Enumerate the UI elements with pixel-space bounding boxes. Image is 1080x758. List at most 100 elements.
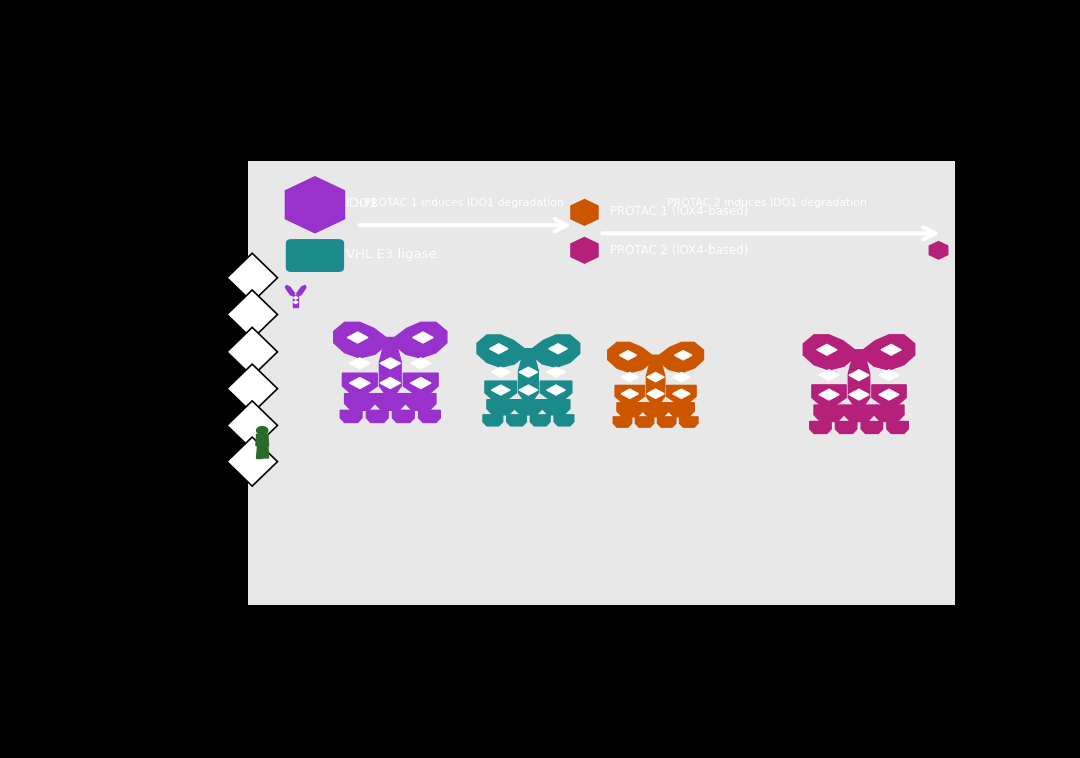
Polygon shape: [419, 410, 441, 422]
Polygon shape: [571, 237, 598, 263]
Polygon shape: [874, 405, 904, 421]
FancyBboxPatch shape: [286, 240, 343, 271]
Polygon shape: [227, 437, 278, 486]
Polygon shape: [519, 385, 538, 395]
Polygon shape: [227, 253, 278, 302]
Polygon shape: [659, 343, 703, 373]
Polygon shape: [669, 402, 694, 417]
Polygon shape: [413, 332, 433, 343]
Polygon shape: [816, 344, 837, 356]
Polygon shape: [613, 417, 632, 428]
Polygon shape: [410, 377, 431, 389]
Polygon shape: [804, 335, 854, 370]
Text: PROTAC 2 induces IDO1 degradation: PROTAC 2 induces IDO1 degradation: [667, 198, 867, 208]
Polygon shape: [375, 393, 405, 410]
Polygon shape: [294, 301, 298, 303]
Polygon shape: [348, 332, 368, 343]
Polygon shape: [487, 399, 514, 415]
Polygon shape: [819, 370, 839, 381]
Polygon shape: [621, 372, 638, 382]
Polygon shape: [879, 389, 899, 400]
Polygon shape: [836, 421, 856, 434]
Polygon shape: [540, 381, 571, 399]
Polygon shape: [380, 377, 401, 389]
Polygon shape: [635, 417, 653, 428]
Polygon shape: [518, 381, 538, 399]
Polygon shape: [571, 199, 598, 225]
Polygon shape: [608, 343, 652, 373]
Polygon shape: [394, 322, 447, 358]
Polygon shape: [881, 344, 901, 356]
Polygon shape: [262, 446, 269, 458]
Polygon shape: [392, 410, 415, 422]
Polygon shape: [297, 286, 306, 296]
Polygon shape: [366, 410, 388, 422]
Polygon shape: [675, 351, 692, 360]
Polygon shape: [350, 377, 370, 389]
Polygon shape: [410, 358, 431, 368]
Polygon shape: [285, 177, 345, 233]
Polygon shape: [848, 349, 869, 385]
Polygon shape: [647, 389, 664, 399]
Polygon shape: [666, 385, 697, 402]
Polygon shape: [647, 372, 664, 382]
Polygon shape: [379, 373, 401, 393]
FancyBboxPatch shape: [248, 161, 956, 605]
Polygon shape: [405, 393, 436, 410]
Polygon shape: [849, 389, 869, 400]
Polygon shape: [863, 335, 915, 370]
Polygon shape: [350, 358, 370, 368]
Polygon shape: [334, 322, 386, 358]
Polygon shape: [861, 421, 882, 434]
Polygon shape: [549, 344, 567, 354]
Polygon shape: [345, 393, 375, 410]
Polygon shape: [812, 385, 846, 405]
Polygon shape: [843, 405, 874, 421]
Polygon shape: [293, 295, 298, 307]
Polygon shape: [819, 389, 839, 400]
Polygon shape: [518, 349, 538, 381]
Polygon shape: [619, 351, 636, 360]
Polygon shape: [643, 402, 669, 417]
Polygon shape: [256, 446, 261, 458]
Polygon shape: [294, 296, 298, 299]
Polygon shape: [514, 399, 542, 415]
Polygon shape: [673, 389, 690, 399]
Polygon shape: [848, 385, 869, 405]
Polygon shape: [617, 402, 643, 417]
Polygon shape: [342, 373, 377, 393]
Polygon shape: [491, 367, 510, 377]
Polygon shape: [530, 415, 550, 426]
Polygon shape: [403, 373, 438, 393]
Polygon shape: [489, 344, 508, 354]
Polygon shape: [227, 327, 278, 377]
Text: PROTAC 1 (IOX4-based): PROTAC 1 (IOX4-based): [610, 205, 748, 218]
Polygon shape: [285, 286, 295, 296]
Polygon shape: [872, 385, 906, 405]
Polygon shape: [929, 242, 948, 259]
Polygon shape: [679, 417, 698, 428]
Polygon shape: [340, 410, 362, 422]
Polygon shape: [546, 367, 565, 377]
Polygon shape: [532, 335, 580, 368]
Polygon shape: [849, 370, 869, 381]
Text: PROTAC 1 induces IDO1 degradation: PROTAC 1 induces IDO1 degradation: [364, 198, 564, 208]
Polygon shape: [647, 356, 665, 385]
Polygon shape: [483, 415, 502, 426]
Polygon shape: [814, 405, 843, 421]
Text: VHL E3 ligase: VHL E3 ligase: [346, 248, 436, 261]
Polygon shape: [546, 385, 565, 395]
Polygon shape: [658, 417, 676, 428]
Text: IDO1: IDO1: [346, 196, 379, 209]
Polygon shape: [379, 337, 401, 373]
Text: PROTAC 2 (IOX4-based): PROTAC 2 (IOX4-based): [610, 244, 748, 258]
Polygon shape: [227, 364, 278, 413]
Polygon shape: [491, 385, 510, 395]
Polygon shape: [256, 434, 269, 446]
Polygon shape: [673, 372, 690, 382]
Polygon shape: [554, 415, 573, 426]
Polygon shape: [227, 290, 278, 339]
Polygon shape: [380, 358, 401, 368]
Polygon shape: [879, 370, 899, 381]
Polygon shape: [519, 367, 538, 377]
